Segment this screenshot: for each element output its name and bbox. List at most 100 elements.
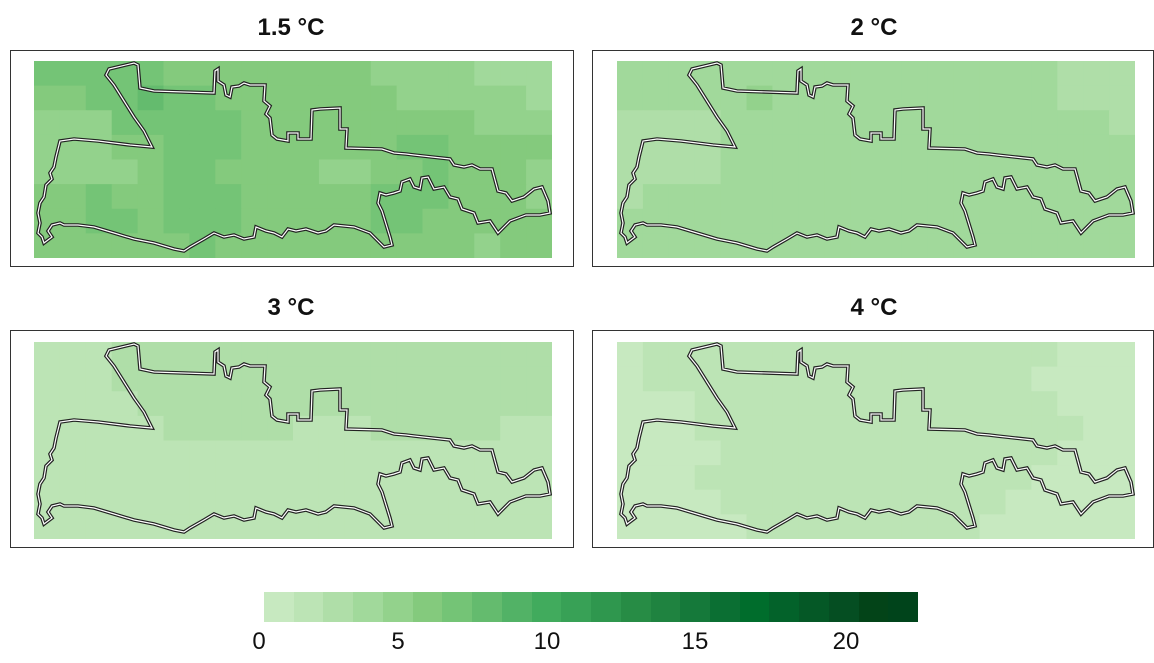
raster-cell bbox=[668, 159, 696, 185]
raster-cell bbox=[241, 159, 268, 185]
raster-cell bbox=[798, 208, 825, 234]
legend-swatch bbox=[739, 592, 770, 622]
raster-cell bbox=[241, 465, 268, 491]
raster-cell bbox=[59, 110, 87, 136]
raster-cell bbox=[1031, 342, 1058, 368]
raster-cell bbox=[850, 159, 877, 185]
raster-cell bbox=[642, 61, 670, 87]
raster-cell bbox=[1057, 85, 1084, 111]
raster-cell bbox=[189, 391, 216, 417]
raster-cell bbox=[34, 110, 61, 136]
raster-cell bbox=[448, 61, 475, 87]
raster-cell bbox=[344, 159, 372, 185]
raster-cell bbox=[1083, 391, 1110, 417]
raster-cell bbox=[267, 342, 294, 368]
raster-cell bbox=[772, 342, 799, 368]
raster-cell bbox=[163, 184, 190, 210]
raster-cell bbox=[59, 233, 87, 258]
raster-cell bbox=[448, 233, 475, 258]
raster-cell bbox=[474, 391, 501, 417]
raster-cell bbox=[1083, 61, 1110, 87]
raster-cell bbox=[422, 391, 449, 417]
raster-cell bbox=[85, 159, 113, 185]
raster-cell bbox=[85, 233, 113, 258]
raster-cell bbox=[720, 342, 748, 368]
raster-cell bbox=[293, 184, 320, 210]
region-boundary-inner bbox=[37, 62, 551, 252]
raster-cell bbox=[526, 134, 552, 161]
raster-cell bbox=[901, 61, 929, 87]
raster-cell bbox=[617, 366, 644, 392]
map-svg bbox=[34, 342, 552, 539]
legend-swatch bbox=[561, 592, 592, 622]
raster-cell bbox=[422, 489, 449, 515]
raster-cell bbox=[137, 342, 165, 368]
raster-cell bbox=[824, 110, 851, 136]
raster-cell bbox=[1005, 489, 1032, 515]
raster-cell bbox=[746, 415, 773, 442]
raster-cell bbox=[163, 85, 190, 111]
raster-cell bbox=[979, 391, 1007, 417]
raster-cell bbox=[396, 233, 424, 258]
raster-cell bbox=[422, 440, 449, 466]
raster-cell bbox=[772, 85, 799, 111]
raster-cell bbox=[137, 184, 165, 210]
raster-cell bbox=[422, 514, 449, 539]
raster-cell bbox=[215, 465, 242, 491]
raster-cell bbox=[500, 159, 527, 185]
legend-swatch bbox=[888, 592, 919, 622]
raster-cell bbox=[422, 233, 449, 258]
raster-cell bbox=[876, 184, 903, 210]
raster-cell bbox=[642, 366, 670, 392]
raster-cell bbox=[241, 110, 268, 136]
raster-cell bbox=[927, 514, 955, 539]
raster-cell bbox=[189, 208, 216, 234]
raster-cell bbox=[318, 514, 346, 539]
raster-cell bbox=[318, 134, 346, 161]
raster-cell bbox=[189, 61, 216, 87]
raster-cell bbox=[720, 208, 748, 234]
raster-cell bbox=[293, 366, 320, 392]
raster-cell bbox=[344, 440, 372, 466]
raster-cell bbox=[215, 440, 242, 466]
raster-cell bbox=[344, 366, 372, 392]
raster-cell bbox=[1031, 61, 1058, 87]
raster-cell bbox=[137, 61, 165, 87]
raster-cell bbox=[876, 61, 903, 87]
raster-cell bbox=[876, 514, 903, 539]
raster-cell bbox=[396, 61, 424, 87]
raster-cell bbox=[642, 391, 670, 417]
raster-cell bbox=[1083, 85, 1110, 111]
panel-title-3c: 3 °C bbox=[267, 294, 315, 321]
raster-cell bbox=[1057, 415, 1084, 442]
color-scale-legend bbox=[264, 592, 919, 622]
raster-cell bbox=[617, 110, 644, 136]
raster-cell bbox=[526, 415, 552, 442]
raster-cell bbox=[746, 159, 773, 185]
legend-tick-15: 15 bbox=[681, 628, 709, 655]
raster-cell bbox=[772, 110, 799, 136]
raster-cell bbox=[927, 159, 955, 185]
map-raster-4c bbox=[617, 342, 1135, 539]
raster-cell bbox=[1031, 233, 1058, 258]
raster-cell bbox=[215, 110, 242, 136]
raster-cell bbox=[668, 85, 696, 111]
raster-cell bbox=[318, 184, 346, 210]
raster-cell bbox=[694, 415, 722, 442]
raster-cell bbox=[901, 465, 929, 491]
raster-cell bbox=[720, 184, 748, 210]
raster-cell bbox=[59, 440, 87, 466]
raster-cell bbox=[59, 342, 87, 368]
raster-cell bbox=[370, 391, 398, 417]
legend-swatch bbox=[710, 592, 740, 622]
legend-swatch bbox=[412, 592, 443, 622]
raster-cell bbox=[850, 440, 877, 466]
raster-cell bbox=[668, 366, 696, 392]
raster-cell bbox=[448, 514, 475, 539]
raster-cell bbox=[422, 208, 449, 234]
legend-swatch bbox=[472, 592, 502, 622]
raster-cell bbox=[1005, 391, 1032, 417]
raster-cell bbox=[215, 391, 242, 417]
legend-swatch bbox=[382, 592, 413, 622]
raster-cell bbox=[798, 110, 825, 136]
